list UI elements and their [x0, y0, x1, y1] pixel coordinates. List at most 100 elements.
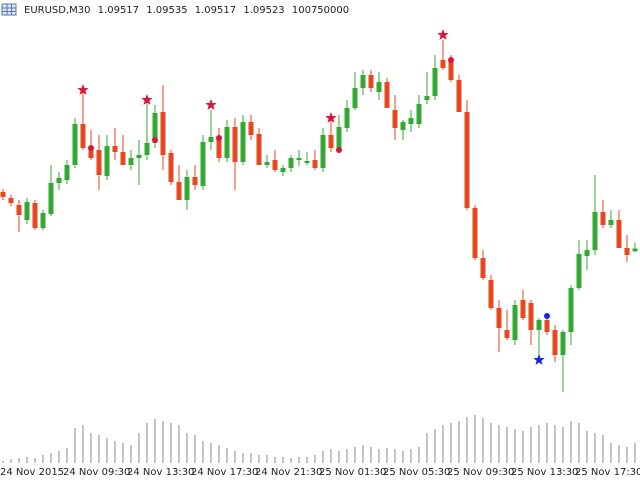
- candle-body: [80, 124, 86, 148]
- candle-body: [176, 182, 182, 200]
- signal-dot: [152, 137, 158, 143]
- signal-dot: [544, 313, 550, 319]
- candle-body: [224, 127, 230, 158]
- x-tick-label: 24 Nov 13:30: [127, 467, 194, 478]
- chart-icon: [1, 3, 17, 16]
- candle-body: [520, 300, 526, 318]
- candle-body: [144, 143, 150, 155]
- signal-star: [77, 84, 89, 95]
- candle-body: [560, 332, 566, 355]
- x-tick-label: 25 Nov 01:30: [319, 467, 386, 478]
- candle-body: [240, 122, 246, 162]
- ohlc-open: 1.09517: [98, 5, 139, 16]
- candle-body: [248, 122, 254, 135]
- candle-body: [24, 202, 30, 220]
- candle-body: [120, 152, 126, 165]
- candle-body: [392, 110, 398, 128]
- candle-body: [368, 75, 374, 88]
- candle-body: [72, 124, 78, 165]
- candle-body: [264, 162, 270, 165]
- candle-body: [40, 213, 46, 228]
- candle-body: [504, 330, 510, 338]
- x-tick-label: 25 Nov 13:30: [511, 467, 578, 478]
- candle-body: [336, 127, 342, 148]
- candle-body: [232, 127, 238, 162]
- candle-body: [488, 280, 494, 308]
- header: EURUSD,M30 1.09517 1.09535 1.09517 1.095…: [24, 5, 349, 16]
- signal-star: [437, 29, 449, 40]
- candle-body: [32, 203, 38, 228]
- signal-dot: [88, 145, 94, 151]
- candle-body: [208, 137, 214, 142]
- candle-body: [496, 308, 502, 328]
- candle-body: [168, 153, 174, 182]
- candle-body: [624, 248, 630, 255]
- candle-body: [536, 320, 542, 330]
- candle-body: [48, 183, 54, 214]
- candle-body: [448, 60, 454, 80]
- candle-body: [304, 161, 310, 163]
- candle-body: [424, 96, 430, 100]
- candle-body: [320, 135, 326, 168]
- candle-body: [200, 142, 206, 186]
- candle-body: [0, 192, 6, 197]
- candle-body: [528, 303, 534, 330]
- candle-body: [112, 146, 118, 152]
- candle-body: [456, 80, 462, 112]
- candle-body: [616, 220, 622, 248]
- candle-body: [440, 60, 446, 68]
- signal-star: [141, 94, 153, 105]
- signal-dot: [336, 147, 342, 153]
- candle-body: [104, 146, 110, 176]
- candle-body: [400, 122, 406, 130]
- signal-dot: [448, 57, 454, 63]
- ohlc-high: 1.09535: [146, 5, 187, 16]
- candle-body: [600, 212, 606, 225]
- candle-body: [296, 158, 302, 160]
- candle-body: [136, 155, 142, 158]
- candle-body: [472, 208, 478, 258]
- candle-body: [312, 160, 318, 168]
- candle-body: [512, 305, 518, 340]
- x-tick-label: 24 Nov 17:30: [191, 467, 258, 478]
- candle-body: [280, 168, 286, 172]
- candle-body: [88, 146, 94, 158]
- candle-body: [288, 158, 294, 168]
- candle-body: [376, 82, 382, 92]
- candle-body: [584, 250, 590, 256]
- candle-body: [152, 113, 158, 143]
- candle-body: [432, 68, 438, 96]
- candle-body: [592, 212, 598, 250]
- candle-body: [464, 112, 470, 208]
- candle-body: [416, 104, 422, 124]
- candle-body: [608, 220, 614, 225]
- x-tick-label: 25 Nov 05:30: [383, 467, 450, 478]
- candle-body: [8, 198, 14, 203]
- candle-body: [576, 254, 582, 288]
- candle-body: [344, 108, 350, 128]
- candle-body: [408, 118, 414, 124]
- signal-star: [205, 99, 217, 110]
- candle-body: [192, 177, 198, 185]
- candle-body: [544, 320, 550, 332]
- signal-dot: [216, 135, 222, 141]
- candle-body: [56, 178, 62, 183]
- candle-body: [568, 288, 574, 332]
- signal-star: [533, 354, 545, 365]
- candle-body: [360, 75, 366, 88]
- candle-body: [272, 160, 278, 170]
- candle-body: [256, 134, 262, 165]
- x-tick-label: 24 Nov 09:30: [63, 467, 130, 478]
- candle-body: [384, 82, 390, 108]
- symbol: EURUSD,M30: [24, 5, 90, 16]
- x-tick-label: 25 Nov 17:30: [575, 467, 640, 478]
- candle-body: [480, 258, 486, 278]
- x-tick-label: 24 Nov 21:30: [255, 467, 322, 478]
- signal-star: [325, 112, 337, 123]
- candle-body: [160, 112, 166, 155]
- candle-body: [352, 88, 358, 108]
- candle-body: [184, 177, 190, 200]
- ohlc-low: 1.09517: [195, 5, 236, 16]
